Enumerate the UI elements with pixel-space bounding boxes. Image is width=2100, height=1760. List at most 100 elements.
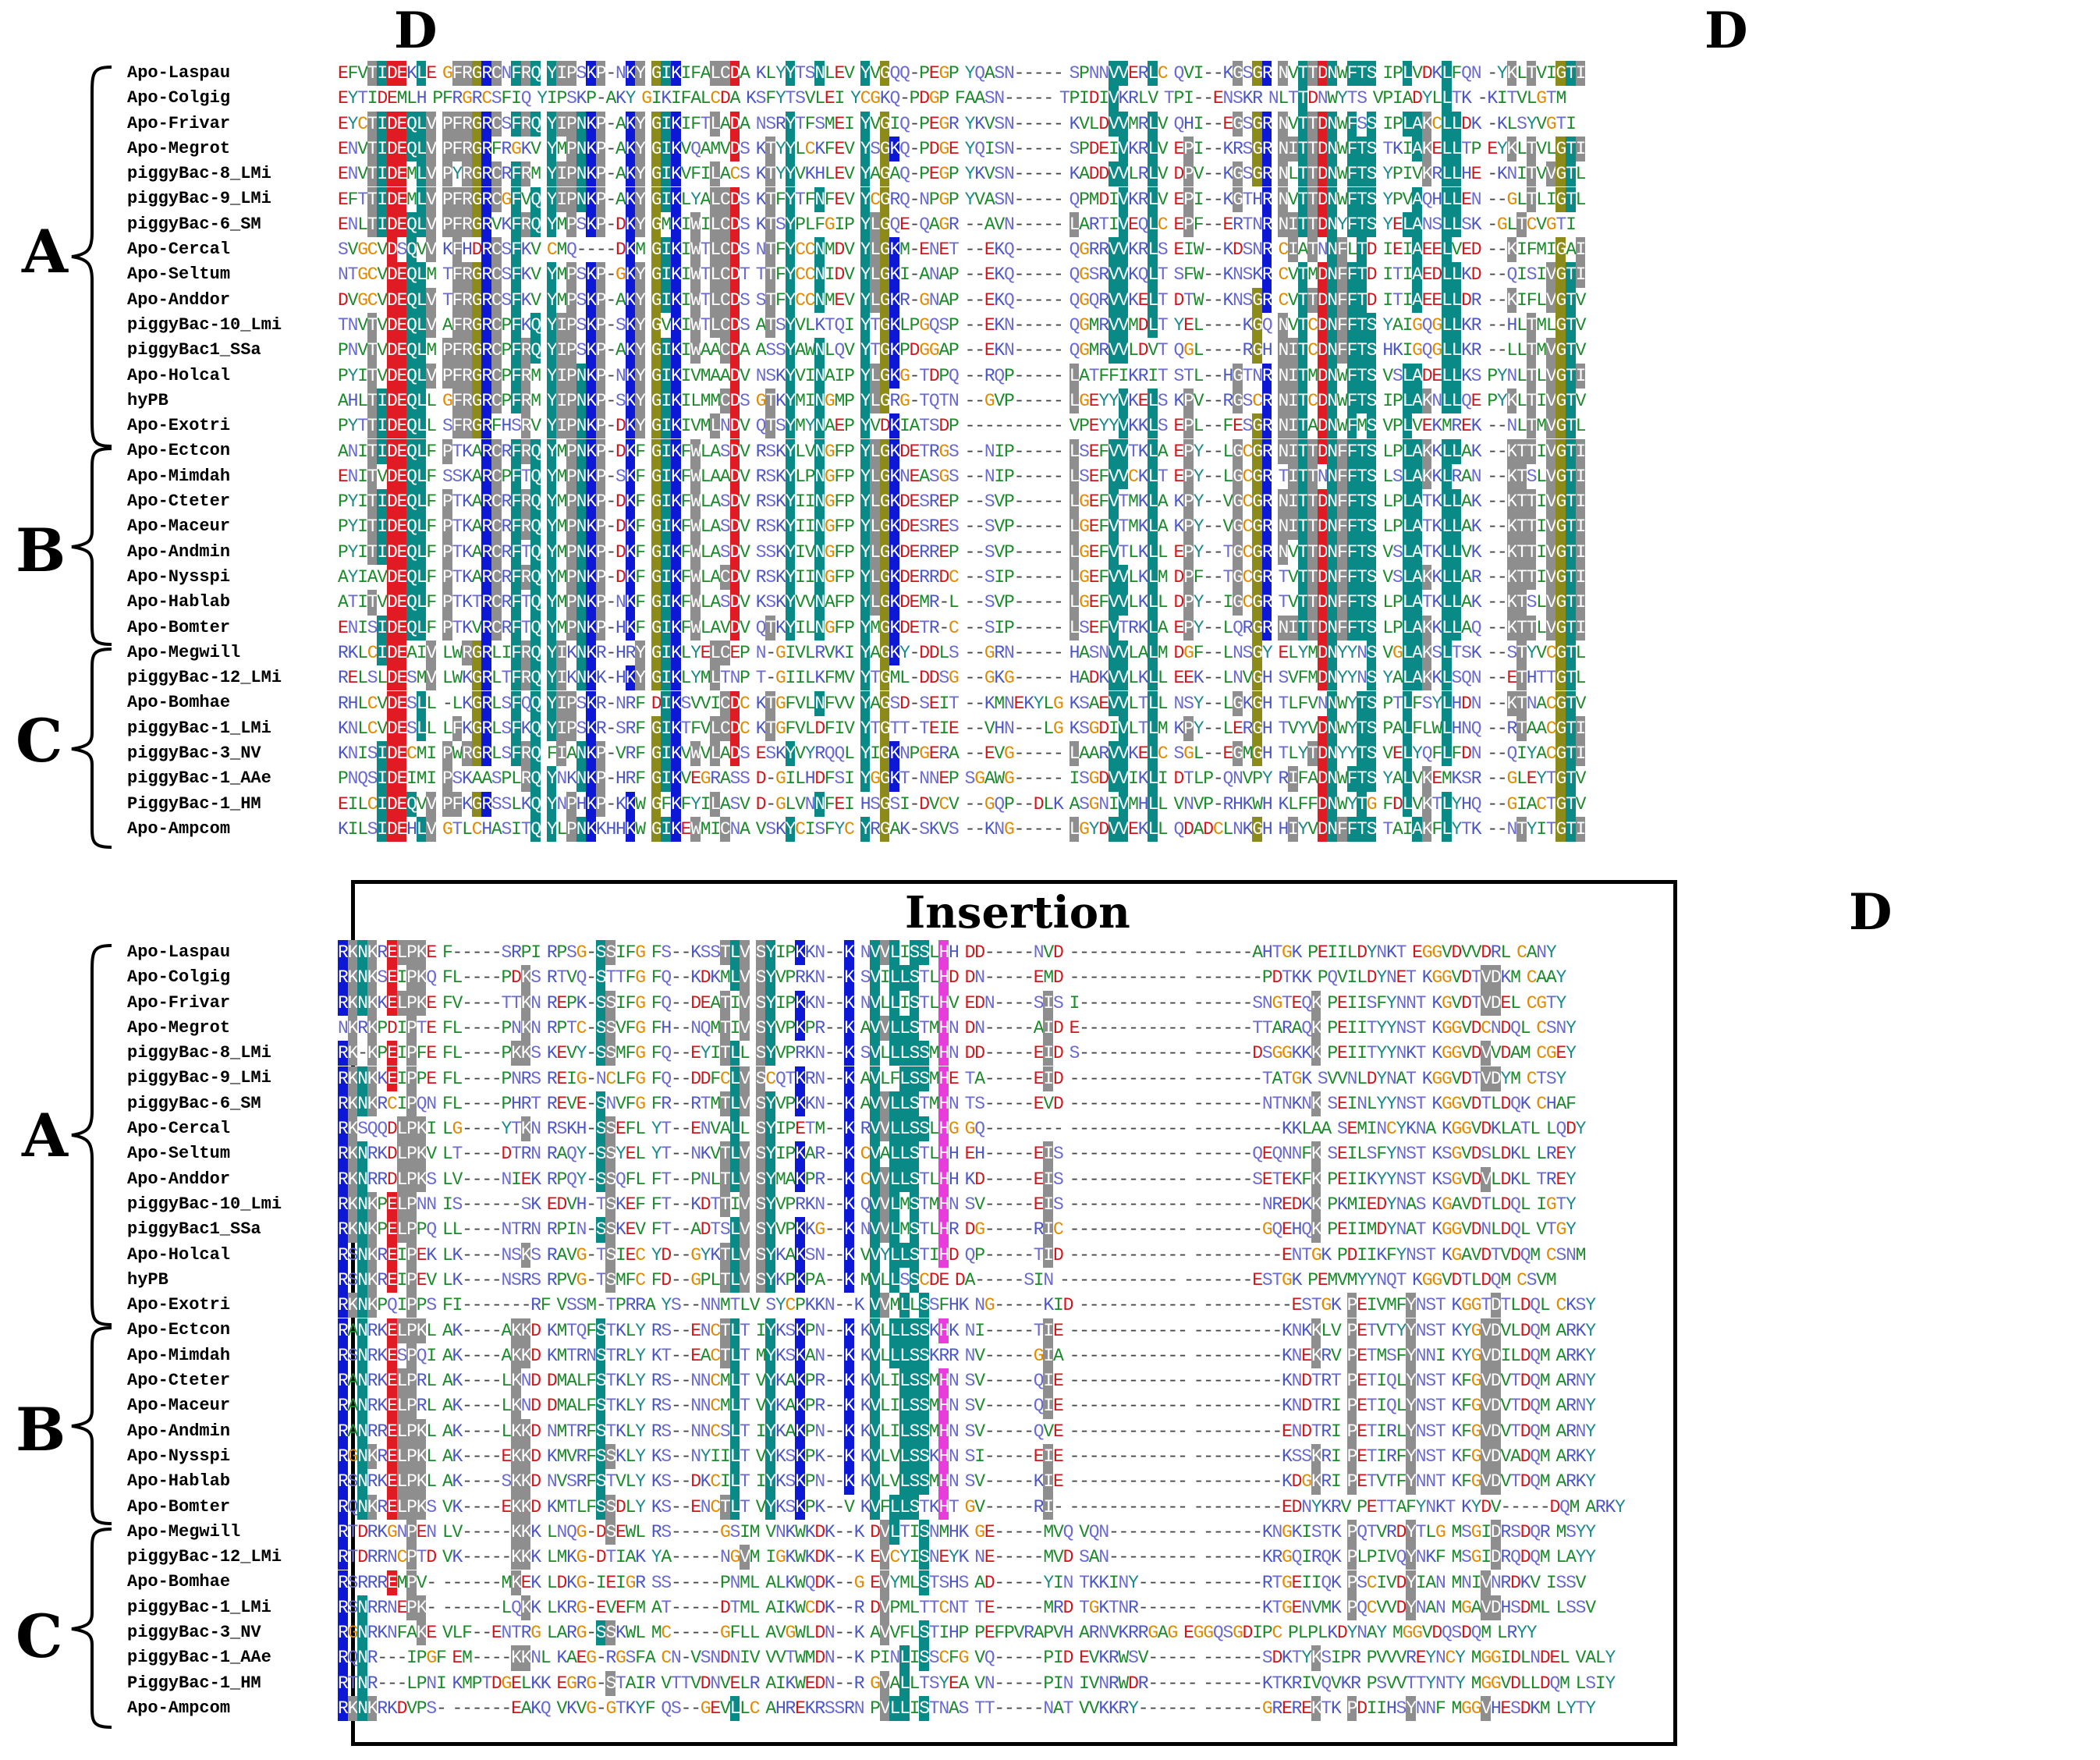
residue: - — [1004, 992, 1015, 1013]
residue: R — [625, 768, 637, 790]
residue: K — [775, 819, 786, 839]
residue: - — [964, 541, 976, 562]
residue: I — [661, 539, 672, 565]
residue: K — [586, 388, 597, 414]
residue: F — [1346, 211, 1357, 238]
residue: G — [1555, 766, 1566, 792]
residue: R — [462, 363, 473, 389]
residue: L — [1043, 693, 1055, 714]
residue: - — [974, 743, 986, 765]
residue: - — [481, 992, 493, 1013]
residue: R — [1282, 1017, 1293, 1038]
residue: M — [1088, 340, 1100, 361]
residue: P — [595, 489, 607, 515]
residue: H — [615, 642, 626, 663]
residue: - — [462, 942, 473, 963]
residue: G — [824, 516, 835, 538]
residue: - — [1203, 466, 1215, 487]
residue: L — [416, 262, 427, 288]
species-name: Apo-Hablab — [127, 592, 231, 612]
residue: T — [1357, 539, 1367, 565]
residue: Q — [426, 967, 438, 988]
residue: F — [452, 61, 463, 87]
residue: L — [1441, 388, 1453, 414]
residue: L — [1222, 668, 1234, 689]
residue: I — [377, 741, 388, 767]
residue: R — [755, 441, 767, 462]
residue: P — [595, 766, 607, 792]
residue: F — [651, 1093, 662, 1114]
residue: F — [511, 211, 522, 238]
residue: T — [1297, 61, 1308, 87]
residue: - — [834, 967, 846, 988]
residue: G — [1555, 438, 1566, 464]
residue: - — [1043, 365, 1055, 386]
residue: Y — [347, 541, 359, 562]
residue: E — [1173, 541, 1185, 562]
residue: R — [481, 186, 492, 212]
residue: T — [1545, 992, 1557, 1013]
residue: G — [471, 413, 483, 439]
residue: E — [396, 136, 407, 162]
residue: N — [615, 63, 626, 83]
residue: F — [426, 567, 438, 587]
residue: D — [615, 567, 626, 587]
residue: E — [949, 138, 960, 159]
residue: I — [1382, 63, 1394, 83]
residue: - — [1203, 189, 1215, 210]
residue: G — [1412, 315, 1423, 335]
residue: - — [964, 214, 976, 235]
residue: K — [661, 88, 672, 109]
residue: - — [1193, 1043, 1204, 1064]
residue: F — [511, 287, 522, 313]
residue: A — [1396, 1068, 1407, 1089]
residue: K — [755, 214, 767, 235]
residue: S — [530, 1043, 542, 1064]
residue: A — [870, 642, 882, 663]
residue: A — [1461, 491, 1472, 513]
residue: G — [1079, 541, 1090, 562]
residue: F — [1337, 463, 1348, 490]
residue: - — [605, 365, 617, 386]
residue: P — [556, 88, 568, 109]
residue: V — [530, 138, 542, 159]
residue: G — [651, 186, 662, 212]
residue: T — [1421, 541, 1433, 562]
residue: K — [889, 313, 900, 339]
residue: - — [595, 88, 607, 109]
residue: I — [1575, 715, 1586, 742]
residue: G — [615, 264, 626, 286]
residue: L — [1402, 463, 1413, 490]
residue: Q — [520, 88, 532, 109]
residue: F — [442, 942, 453, 963]
residue: K — [586, 313, 597, 339]
residue: G — [1052, 693, 1064, 714]
residue: K — [1470, 592, 1482, 613]
residue: - — [1023, 63, 1034, 83]
residue: L — [1516, 365, 1527, 386]
residue: - — [1212, 567, 1224, 587]
residue: L — [357, 718, 368, 739]
residue: - — [1079, 992, 1090, 1013]
residue: N — [1526, 693, 1538, 714]
residue: S — [501, 942, 513, 963]
residue: N — [530, 1017, 542, 1038]
residue: K — [755, 718, 767, 739]
residue: K — [671, 186, 682, 212]
residue: - — [605, 189, 617, 210]
residue: E — [984, 743, 995, 765]
residue: N — [919, 189, 931, 210]
residue: T — [530, 1093, 542, 1114]
residue: S — [765, 340, 777, 361]
residue: T — [1516, 489, 1527, 515]
residue: R — [501, 541, 513, 562]
group-brace-a-top — [71, 66, 112, 448]
residue: - — [909, 240, 921, 261]
residue: D — [1088, 88, 1100, 109]
residue: C — [1242, 592, 1254, 613]
residue: - — [984, 1068, 995, 1089]
residue: S — [984, 567, 995, 587]
residue: R — [1137, 240, 1149, 261]
residue: - — [1242, 992, 1254, 1013]
residue: I — [511, 819, 522, 839]
